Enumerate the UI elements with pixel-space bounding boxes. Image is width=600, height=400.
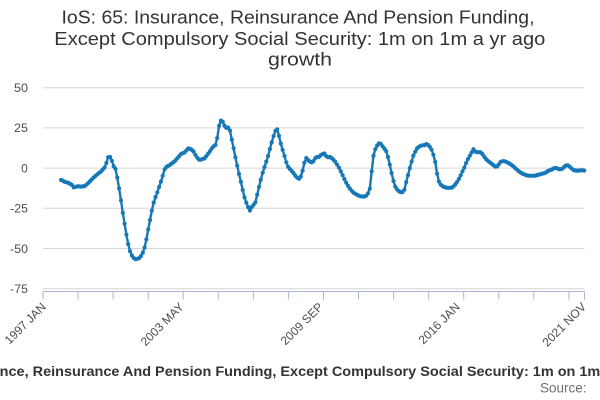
svg-text:-50: -50: [10, 242, 28, 256]
svg-text:Source:: Source:: [540, 381, 587, 396]
svg-text:Except Compulsory Social Secur: Except Compulsory Social Security: 1m on…: [54, 29, 545, 49]
svg-text:1997 JAN: 1997 JAN: [2, 300, 49, 347]
svg-text:-75: -75: [10, 282, 28, 296]
svg-text:growth: growth: [268, 49, 332, 69]
svg-text:-25: -25: [10, 202, 28, 216]
svg-text:50: 50: [14, 81, 28, 95]
svg-text:0: 0: [21, 161, 28, 175]
svg-text:25: 25: [14, 121, 28, 135]
svg-text:IoS: 65: Insurance, Reinsuranc: IoS: 65: Insurance, Reinsurance And Pens…: [62, 8, 535, 28]
svg-text:IoS: 65: Insurance, Reinsuranc: IoS: 65: Insurance, Reinsurance And Pens…: [0, 363, 600, 379]
svg-text:2016 JAN: 2016 JAN: [416, 300, 463, 347]
svg-text:2021 NOV: 2021 NOV: [539, 300, 589, 350]
svg-text:2009 SEP: 2009 SEP: [278, 300, 326, 348]
svg-text:2003 MAY: 2003 MAY: [138, 300, 187, 349]
